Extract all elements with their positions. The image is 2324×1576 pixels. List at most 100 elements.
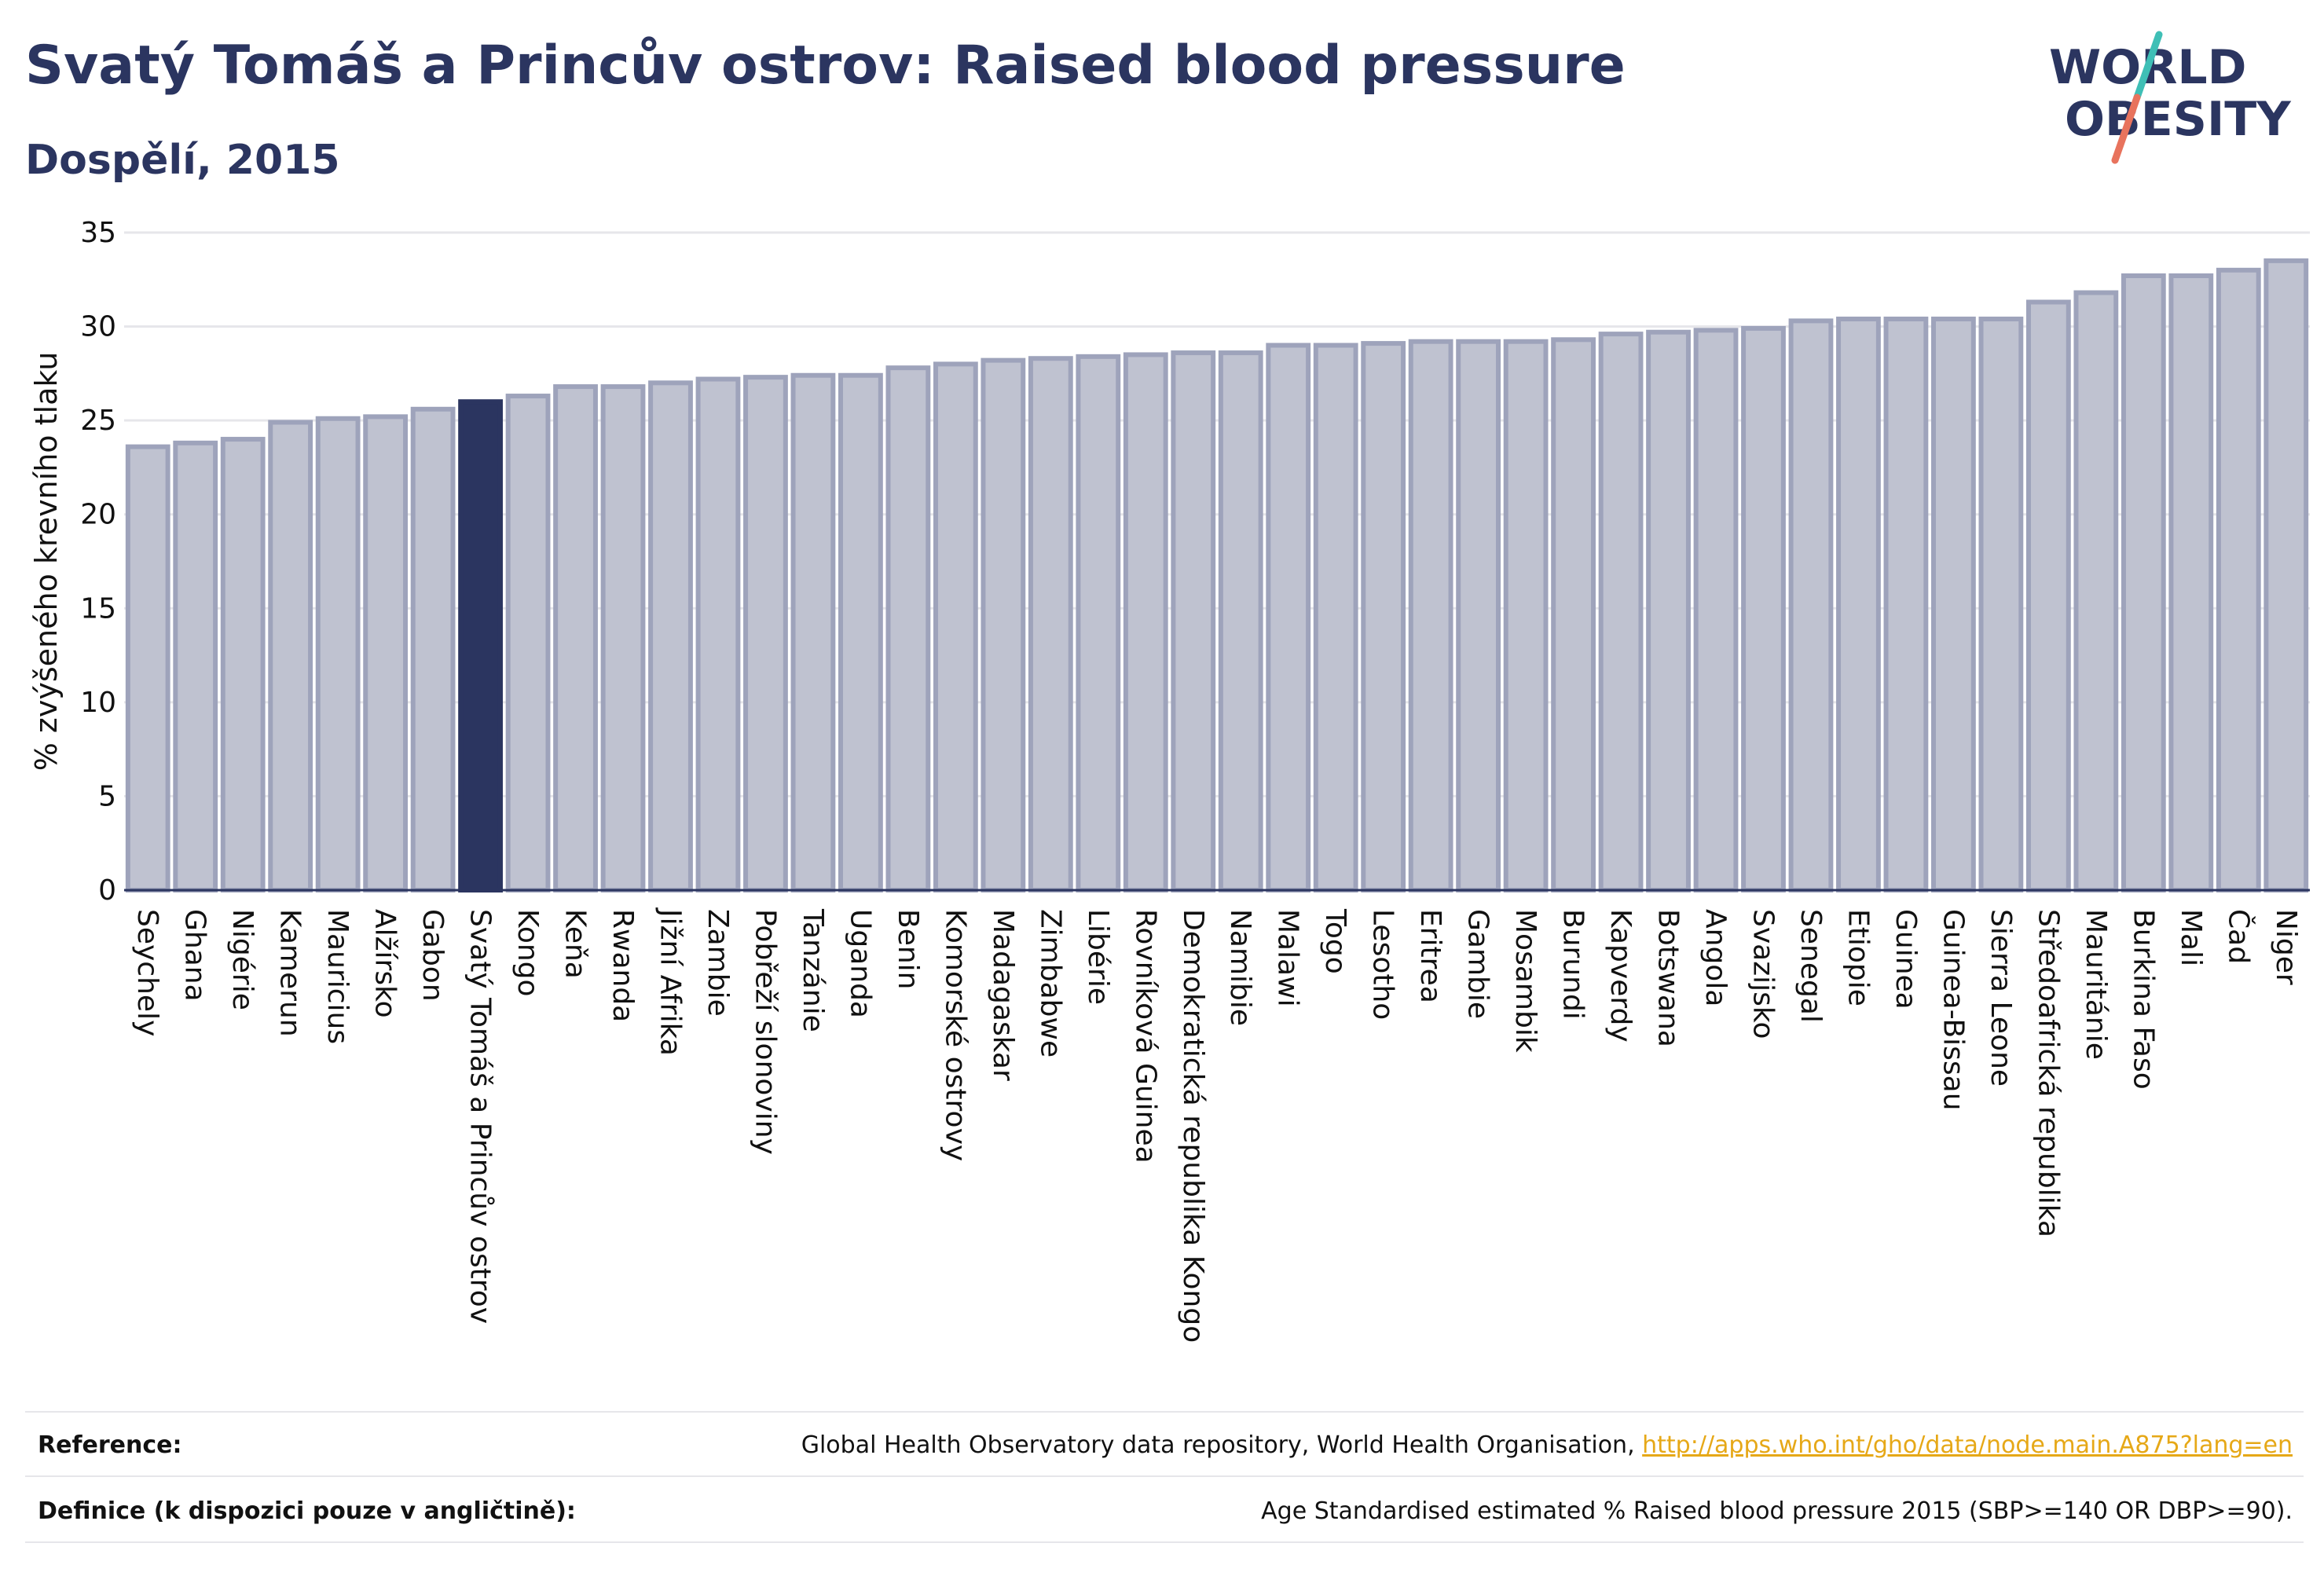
bar <box>1266 343 1311 892</box>
bar <box>1028 356 1073 892</box>
x-tick-label: Benin <box>892 909 924 989</box>
x-tick-label: Kamerun <box>274 909 306 1037</box>
bar <box>1836 317 1881 892</box>
x-tick-label: Mali <box>2175 909 2207 966</box>
bar <box>2073 290 2119 893</box>
bar <box>1551 337 1596 893</box>
bar <box>1456 339 1501 892</box>
x-tick-label: Sierra Leone <box>1985 909 2017 1087</box>
bar <box>173 440 218 892</box>
y-tick-label: 20 <box>80 499 116 531</box>
bar <box>2025 299 2071 892</box>
bar <box>1313 343 1358 892</box>
bar <box>2264 258 2309 893</box>
x-tick-label: Seychely <box>131 909 163 1036</box>
x-tick-label: Mosambik <box>1509 909 1541 1053</box>
bar <box>553 384 598 892</box>
x-tick-label: Malawi <box>1272 909 1304 1007</box>
x-tick-label: Gambie <box>1462 909 1494 1019</box>
bar <box>1361 341 1406 892</box>
x-tick-label: Zimbabwe <box>1034 909 1066 1057</box>
x-tick-label: Burundi <box>1557 909 1589 1020</box>
bar <box>648 380 693 893</box>
x-tick-label: Keňa <box>559 909 592 979</box>
y-tick-label: 25 <box>80 405 116 437</box>
bar <box>838 372 883 892</box>
logo-slash-bottom <box>2111 93 2141 164</box>
chart-subtitle: Dospělí, 2015 <box>25 137 340 184</box>
bar <box>220 437 266 892</box>
bar <box>1076 354 1121 892</box>
x-tick-label: Madagaskar <box>987 909 1019 1081</box>
x-tick-label: Libérie <box>1082 909 1114 1005</box>
bar <box>790 372 836 892</box>
reference-text: Global Health Observatory data repositor… <box>801 1431 1643 1459</box>
x-tick-label: Senegal <box>1794 909 1827 1023</box>
bar <box>410 406 456 892</box>
x-tick-label: Nigérie <box>226 909 258 1010</box>
bar <box>1788 318 1834 892</box>
reference-link[interactable]: http://apps.who.int/gho/data/node.main.A… <box>1642 1431 2293 1459</box>
x-tick-label: Rovníková Guinea <box>1129 909 1161 1164</box>
x-tick-label: Zambie <box>702 909 734 1017</box>
x-tick-label: Čad <box>2222 909 2255 964</box>
bar <box>315 416 361 892</box>
bar <box>885 365 931 892</box>
bar <box>743 375 788 892</box>
bar-chart: 0 5 10 15 20 25 30 35 % zvýšeného krevního tlaku… <box>29 217 2310 1343</box>
footer-divider-bottom <box>25 1541 2304 1543</box>
x-tick-label: Rwanda <box>607 909 639 1022</box>
bar-highlighted <box>458 399 503 892</box>
y-axis-label: % zvýšeného krevního tlaku <box>29 352 64 772</box>
bar <box>1741 325 1786 893</box>
footer-divider-top <box>25 1411 2304 1413</box>
reference-value: Global Health Observatory data repositor… <box>801 1431 2293 1459</box>
y-tick-label: 0 <box>98 874 116 907</box>
x-tick-label: Botswana <box>1652 909 1684 1047</box>
bar <box>125 444 170 892</box>
x-tick-label: Uganda <box>844 909 876 1018</box>
bar <box>1931 317 1976 892</box>
definition-label: Definice (k dispozici pouze v angličtině… <box>38 1497 576 1525</box>
reference-label: Reference: <box>38 1431 182 1459</box>
x-tick-label: Středoafrická republika <box>2032 909 2064 1237</box>
bar <box>933 361 978 892</box>
definition-value: Age Standardised estimated % Raised bloo… <box>1261 1497 2293 1525</box>
x-tick-label: Svatý Tomáš a Princův ostrov <box>464 909 497 1324</box>
bar <box>2168 273 2214 892</box>
y-tick-label: 5 <box>98 780 116 812</box>
y-tick-label: 10 <box>80 687 116 719</box>
bar <box>1978 317 2024 892</box>
x-tick-label: Tanzánie <box>797 908 829 1032</box>
bar <box>1218 350 1263 892</box>
x-tick-label: Jižní Afrika <box>654 907 687 1056</box>
x-tick-label: Mauritánie <box>2080 909 2112 1060</box>
x-tick-label: Demokratická republika Kongo <box>1177 909 1209 1343</box>
x-tick-label: Komorské ostrovy <box>939 909 971 1161</box>
bar <box>600 384 646 892</box>
x-tick-label: Lesotho <box>1367 909 1399 1020</box>
x-tick-label: Namibie <box>1224 909 1256 1026</box>
x-tick-label: Ghana <box>179 909 211 1002</box>
x-tick-label: Togo <box>1319 908 1351 974</box>
y-tick-label: 35 <box>80 217 116 249</box>
x-tick-label: Etiopie <box>1842 909 1874 1006</box>
x-tick-label: Gabon <box>416 909 449 1002</box>
x-tick-label: Guinea-Bissau <box>1937 909 1969 1111</box>
y-tick-label: 15 <box>80 592 116 625</box>
bar <box>2121 273 2166 892</box>
x-tick-label: Guinea <box>1890 909 1922 1010</box>
logo-line2: OBESITY <box>2065 92 2292 147</box>
bar <box>695 376 741 892</box>
x-tick-label: Kapverdy <box>1604 909 1637 1043</box>
bar <box>981 357 1026 893</box>
y-tick-label: 30 <box>80 311 116 343</box>
x-tick-label: Burkina Faso <box>2127 909 2159 1090</box>
bar <box>2216 267 2261 893</box>
bar <box>1693 328 1739 892</box>
bar <box>1883 317 1929 892</box>
x-tick-label: Kongo <box>511 909 544 997</box>
bar <box>1503 339 1549 892</box>
bar <box>268 420 313 892</box>
world-obesity-logo: WORLD OBESITY <box>2049 31 2292 164</box>
